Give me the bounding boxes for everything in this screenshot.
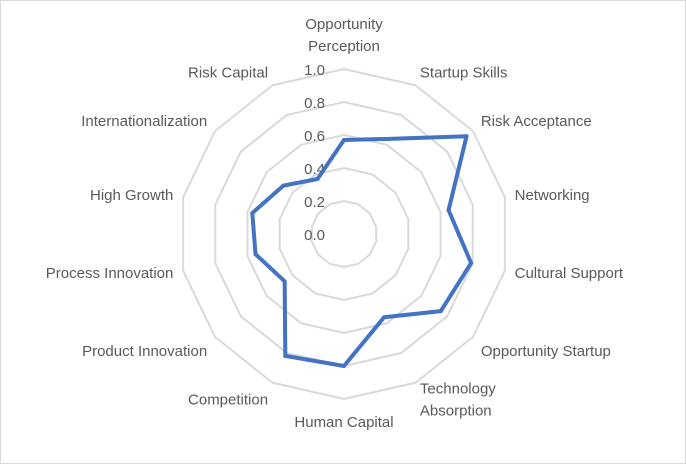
data-point bbox=[446, 208, 451, 213]
data-point bbox=[469, 261, 474, 266]
category-label: Risk Acceptance bbox=[481, 113, 592, 130]
grid-ring bbox=[278, 166, 410, 302]
category-label: Opportunity Startup bbox=[481, 343, 611, 360]
data-point bbox=[438, 309, 443, 314]
grid-ring bbox=[182, 67, 506, 401]
category-label: Cultural Support bbox=[515, 265, 624, 282]
category-label: Process Innovation bbox=[46, 265, 174, 282]
category-label: Networking bbox=[515, 187, 590, 204]
category-label: Startup Skills bbox=[420, 64, 508, 81]
tick-label: 0.8 bbox=[304, 95, 325, 112]
tick-label: 0.6 bbox=[304, 128, 325, 145]
category-label: Technology Absorption bbox=[420, 381, 496, 420]
data-point bbox=[464, 134, 469, 139]
category-label: High Growth bbox=[90, 187, 173, 204]
data-point bbox=[253, 252, 258, 257]
data-point bbox=[250, 211, 255, 216]
series-line bbox=[250, 134, 474, 368]
series-layer bbox=[250, 134, 474, 368]
category-label: Human Capital bbox=[294, 414, 393, 431]
category-label: Risk Capital bbox=[188, 64, 268, 81]
grid-ring bbox=[310, 199, 378, 269]
data-point bbox=[283, 353, 288, 358]
data-point bbox=[387, 136, 392, 141]
tick-labels: 0.00.20.40.60.81.0 bbox=[304, 62, 325, 244]
data-point bbox=[281, 183, 286, 188]
category-label: Competition bbox=[188, 392, 268, 409]
data-point bbox=[315, 176, 320, 181]
category-label: Opportunity Perception bbox=[305, 16, 383, 55]
category-label: Product Innovation bbox=[82, 343, 207, 360]
category-label: Internationalization bbox=[81, 113, 207, 130]
tick-label: 0.2 bbox=[304, 194, 325, 211]
grid-ring bbox=[246, 133, 442, 335]
data-point bbox=[342, 137, 346, 142]
data-point bbox=[282, 279, 287, 284]
tick-label: 0.0 bbox=[304, 227, 325, 244]
category-labels: Opportunity Perception Startup Skills Risk … bbox=[46, 16, 624, 431]
data-point bbox=[342, 364, 346, 368]
data-point bbox=[382, 315, 387, 320]
tick-label: 1.0 bbox=[304, 62, 325, 79]
